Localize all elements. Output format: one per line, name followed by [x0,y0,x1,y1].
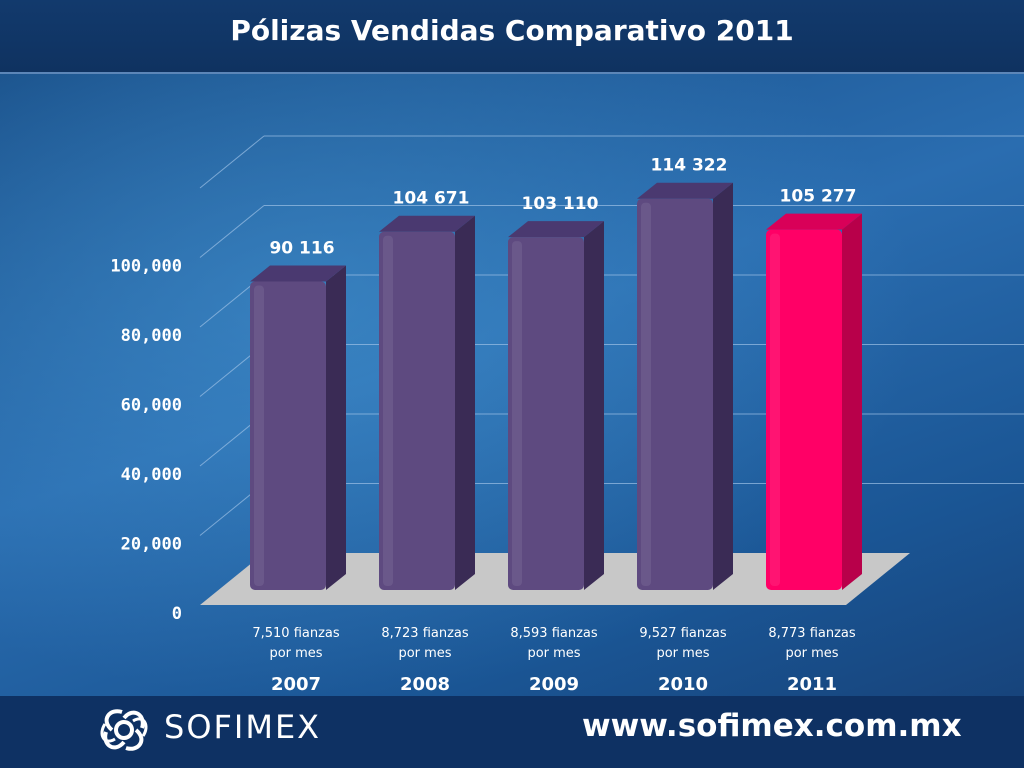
bar-side [713,182,733,591]
bar-side [842,213,862,590]
sub-label: 9,527 fianzas [639,626,727,641]
value-label: 90 116 [269,239,334,259]
bar-chart: 0 20,000 40,000 60,000 80,000 100,000 90 116 7… [110,135,1024,695]
x-tick-label: 2008 [400,674,450,695]
chart-labels: 90 116 7,510 fianzas por mes 2007 104 671 8,7… [252,156,856,695]
y-tick-label: 20,000 [121,535,182,555]
sub-label: por mes [269,646,322,661]
y-axis-ticks: 0 20,000 40,000 60,000 80,000 100,000 [110,257,182,625]
bar-front [637,198,713,591]
bar-front [766,229,842,590]
bar-sheen [641,202,651,587]
footer [0,696,1024,768]
y-tick-label: 100,000 [110,257,182,277]
bar-top [766,213,862,230]
bar-sheen [770,233,780,586]
sub-label: por mes [656,646,709,661]
sub-label: 7,510 fianzas [252,626,340,641]
bar-2008 [379,215,475,591]
sub-label: por mes [785,646,838,661]
y-tick-label: 40,000 [121,465,182,485]
value-label: 104 671 [393,189,470,209]
bar-front [508,237,584,590]
brand-name: SOFIMEX [164,708,322,746]
bar-top [379,215,475,232]
sub-label: 8,723 fianzas [381,626,469,641]
value-label: 105 277 [780,187,857,207]
bar-sheen [512,241,522,586]
grid-line-diagonal [199,205,265,258]
sub-label: 8,773 fianzas [768,626,856,641]
sub-label: por mes [398,646,451,661]
sofimex-logo-icon [100,709,148,751]
x-tick-label: 2010 [658,674,708,695]
bar-top [637,182,733,199]
sub-label: por mes [527,646,580,661]
bar-2007 [250,265,346,590]
bar-top [250,265,346,282]
bar-2010 [637,182,733,591]
x-tick-label: 2011 [787,674,837,695]
value-label: 103 110 [522,194,599,214]
y-tick-label: 60,000 [121,396,182,416]
title-bar: Pólizas Vendidas Comparativo 2011 [0,0,1024,74]
bar-front [379,231,455,591]
y-tick-label: 80,000 [121,326,182,346]
bar-2009 [508,221,604,590]
x-tick-label: 2007 [271,674,321,695]
bar-side [326,265,346,590]
bar-2011 [766,213,862,590]
y-tick-label: 0 [172,604,182,624]
bar-side [455,215,475,590]
website-url: www.sofimex.com.mx [582,708,962,744]
bar-top [508,221,604,238]
value-label: 114 322 [651,156,728,176]
x-tick-label: 2009 [529,674,579,695]
page-title: Pólizas Vendidas Comparativo 2011 [230,14,794,47]
grid-line-diagonal [199,135,265,189]
bar-side [584,221,604,590]
bar-sheen [254,285,264,586]
sub-label: 8,593 fianzas [510,626,598,641]
bar-front [250,281,326,590]
chart-bars [250,182,862,591]
bar-sheen [383,235,393,587]
